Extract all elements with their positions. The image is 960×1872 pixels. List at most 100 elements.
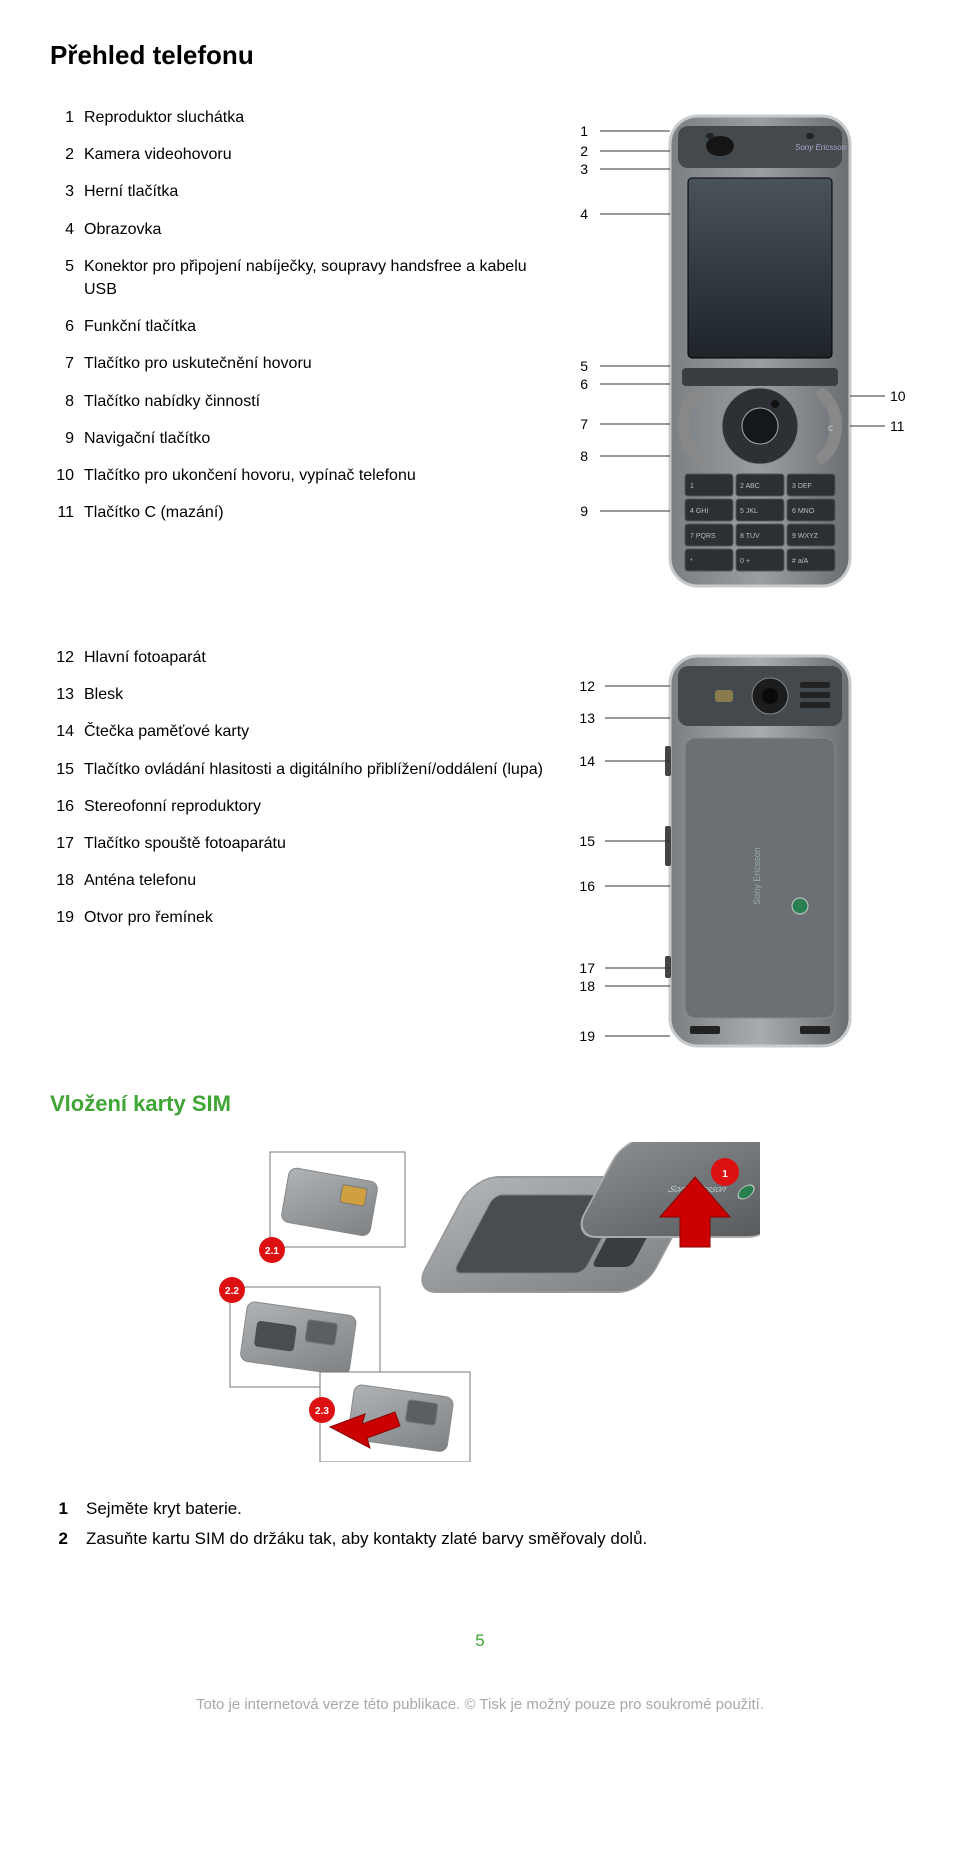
legend-item-text: Blesk bbox=[84, 683, 550, 706]
legend-item: 1 Reproduktor sluchátka bbox=[50, 106, 550, 129]
instruction-list: 1Sejměte kryt baterie. 2 Zasuňte kartu SIM… bbox=[50, 1497, 910, 1551]
legend-item-text: Čtečka paměťové karty bbox=[84, 720, 550, 743]
svg-text:3 DEF: 3 DEF bbox=[792, 483, 812, 490]
svg-text:1: 1 bbox=[580, 123, 588, 139]
svg-text:10: 10 bbox=[890, 388, 906, 404]
legend-item-text: Tlačítko C (mazání) bbox=[84, 501, 550, 524]
legend-item-number: 4 bbox=[50, 218, 74, 241]
svg-text:2.1: 2.1 bbox=[265, 1246, 279, 1257]
legend-item: 3 Herní tlačítka bbox=[50, 180, 550, 203]
svg-text:1: 1 bbox=[722, 1169, 728, 1180]
section-front: 1 Reproduktor sluchátka 2 Kamera videohovor… bbox=[50, 106, 910, 626]
legend-item-text: Tlačítko ovládání hlasitosti a digitální… bbox=[84, 758, 550, 781]
svg-text:11: 11 bbox=[890, 418, 905, 434]
legend-item-number: 17 bbox=[50, 832, 74, 855]
svg-text:4 GHI: 4 GHI bbox=[690, 508, 708, 515]
svg-text:5 JKL: 5 JKL bbox=[740, 508, 758, 515]
legend-item-number: 12 bbox=[50, 646, 74, 669]
svg-text:18: 18 bbox=[579, 978, 595, 994]
svg-text:1: 1 bbox=[690, 483, 694, 490]
legend-item-number: 13 bbox=[50, 683, 74, 706]
legend-item-number: 10 bbox=[50, 464, 74, 487]
instruction-number: 2 bbox=[50, 1527, 68, 1551]
legend-item: 18 Anténa telefonu bbox=[50, 869, 550, 892]
diagram-back: Sony Ericsson 1213141516171819 bbox=[570, 646, 910, 1066]
svg-text:4: 4 bbox=[580, 206, 588, 222]
svg-text:19: 19 bbox=[579, 1028, 595, 1044]
legend-item-text: Anténa telefonu bbox=[84, 869, 550, 892]
legend-item: 7 Tlačítko pro uskutečnění hovoru bbox=[50, 352, 550, 375]
svg-text:c: c bbox=[828, 423, 833, 434]
badge-1: 1 bbox=[711, 1158, 739, 1186]
svg-text:Sony Ericsson: Sony Ericsson bbox=[752, 847, 762, 905]
legend-item-text: Tlačítko pro uskutečnění hovoru bbox=[84, 352, 550, 375]
legend-item-number: 2 bbox=[50, 143, 74, 166]
svg-text:14: 14 bbox=[579, 753, 595, 769]
instruction-item: 1Sejměte kryt baterie. bbox=[50, 1497, 910, 1521]
legend-item: 2 Kamera videohovoru bbox=[50, 143, 550, 166]
svg-text:8 TUV: 8 TUV bbox=[740, 533, 760, 540]
sim-diagram: 2.1 Sony Ericsson 1 bbox=[50, 1142, 910, 1467]
legend-item-number: 3 bbox=[50, 180, 74, 203]
legend-item-text: Tlačítko spouště fotoaparátu bbox=[84, 832, 550, 855]
legend-item-text: Konektor pro připojení nabíječky, soupra… bbox=[84, 255, 550, 301]
legend-item: 15 Tlačítko ovládání hlasitosti a digitál… bbox=[50, 758, 550, 781]
legend-item-text: Tlačítko nabídky činností bbox=[84, 390, 550, 413]
legend-item-text: Kamera videohovoru bbox=[84, 143, 550, 166]
legend-item-number: 5 bbox=[50, 255, 74, 301]
legend-item-number: 14 bbox=[50, 720, 74, 743]
instruction-number: 1 bbox=[50, 1497, 68, 1521]
svg-text:15: 15 bbox=[579, 833, 595, 849]
legend-item: 5Konektor pro připojení nabíječky, soupr… bbox=[50, 255, 550, 301]
badge-2-1: 2.1 bbox=[259, 1237, 285, 1263]
legend-item-text: Otvor pro řemínek bbox=[84, 906, 550, 929]
legend-item-number: 18 bbox=[50, 869, 74, 892]
badge-2-3: 2.3 bbox=[309, 1397, 335, 1423]
svg-text:Sony Ericsson: Sony Ericsson bbox=[795, 143, 847, 152]
footer-note: Toto je internetová verze této publikace… bbox=[50, 1696, 910, 1713]
legend-item-number: 6 bbox=[50, 315, 74, 338]
legend-item: 10 Tlačítko pro ukončení hovoru, vypínač … bbox=[50, 464, 550, 487]
svg-text:8: 8 bbox=[580, 448, 588, 464]
legend-item: 11 Tlačítko C (mazání) bbox=[50, 501, 550, 524]
legend-item-text: Navigační tlačítko bbox=[84, 427, 550, 450]
legend-item-text: Reproduktor sluchátka bbox=[84, 106, 550, 129]
svg-text:0 +: 0 + bbox=[740, 558, 750, 565]
sim-heading: Vložení karty SIM bbox=[50, 1091, 910, 1117]
page-number: 5 bbox=[50, 1631, 910, 1651]
svg-text:7 PQRS: 7 PQRS bbox=[690, 533, 716, 540]
legend-item-text: Tlačítko pro ukončení hovoru, vypínač te… bbox=[84, 464, 550, 487]
legend-item: 12 Hlavní fotoaparát bbox=[50, 646, 550, 669]
legend-item: 8Tlačítko nabídky činností bbox=[50, 390, 550, 413]
svg-text:2 ABC: 2 ABC bbox=[740, 483, 760, 490]
svg-text:2: 2 bbox=[580, 143, 588, 159]
legend-item-text: Herní tlačítka bbox=[84, 180, 550, 203]
legend-item-text: Obrazovka bbox=[84, 218, 550, 241]
legend-item-number: 1 bbox=[50, 106, 74, 129]
svg-text:17: 17 bbox=[579, 960, 595, 976]
svg-text:16: 16 bbox=[579, 878, 595, 894]
legend-item: 19Otvor pro řemínek bbox=[50, 906, 550, 929]
badge-2-2: 2.2 bbox=[219, 1277, 245, 1303]
legend-item: 17 Tlačítko spouště fotoaparátu bbox=[50, 832, 550, 855]
legend-item-number: 9 bbox=[50, 427, 74, 450]
legend-item-number: 15 bbox=[50, 758, 74, 781]
legend-item: 13 Blesk bbox=[50, 683, 550, 706]
legend-back: 12 Hlavní fotoaparát 13 Blesk 14 Čtečka paměť… bbox=[50, 646, 550, 1066]
svg-text:*: * bbox=[690, 558, 693, 565]
svg-text:9 WXYZ: 9 WXYZ bbox=[792, 533, 819, 540]
section-back: 12 Hlavní fotoaparát 13 Blesk 14 Čtečka paměť… bbox=[50, 646, 910, 1066]
svg-text:# a/A: # a/A bbox=[792, 558, 809, 565]
instruction-text: Zasuňte kartu SIM do držáku tak, aby kon… bbox=[86, 1527, 910, 1551]
svg-text:12: 12 bbox=[579, 678, 595, 694]
svg-text:2.3: 2.3 bbox=[315, 1406, 329, 1417]
legend-front: 1 Reproduktor sluchátka 2 Kamera videohovor… bbox=[50, 106, 550, 626]
legend-item: 16Stereofonní reproduktory bbox=[50, 795, 550, 818]
legend-item-text: Hlavní fotoaparát bbox=[84, 646, 550, 669]
legend-item-number: 7 bbox=[50, 352, 74, 375]
legend-item: 14 Čtečka paměťové karty bbox=[50, 720, 550, 743]
svg-text:6 MNO: 6 MNO bbox=[792, 508, 815, 515]
svg-text:6: 6 bbox=[580, 376, 588, 392]
legend-item-number: 11 bbox=[50, 501, 74, 524]
page-title: Přehled telefonu bbox=[50, 40, 910, 71]
